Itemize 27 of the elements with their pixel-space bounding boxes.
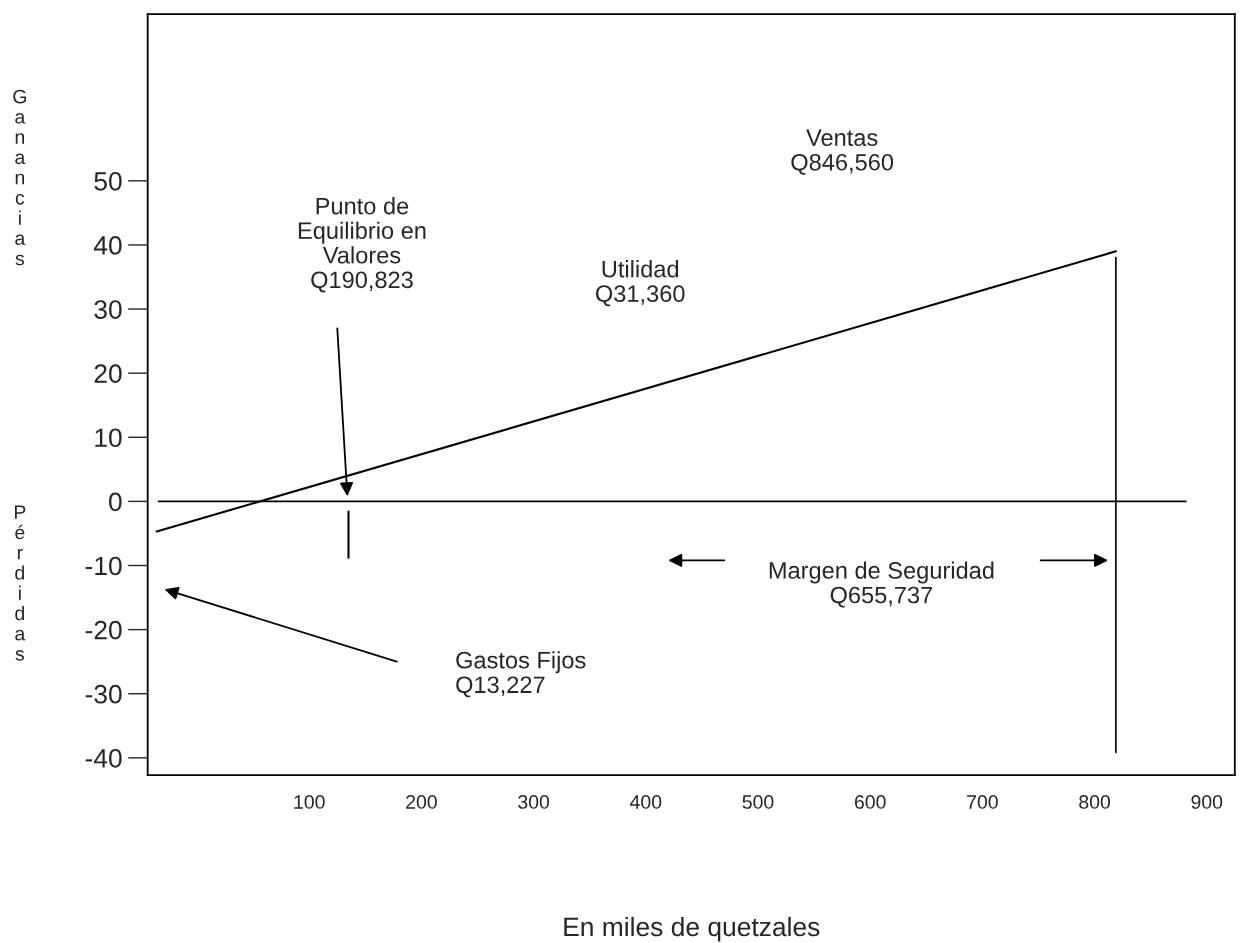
x-tick-label: 800 bbox=[1079, 795, 1111, 809]
x-tick-label: 300 bbox=[518, 795, 550, 809]
y-tick-label: 30 bbox=[94, 300, 122, 319]
y-tick-label: -40 bbox=[85, 748, 122, 768]
text: Pérdidas bbox=[14, 505, 26, 661]
y-tick-label: 50 bbox=[94, 171, 122, 191]
y-tick-label: 40 bbox=[93, 236, 122, 255]
x-axis-title: En miles de quetzales bbox=[564, 916, 820, 942]
text: Ganancias bbox=[13, 89, 26, 266]
annotation: Margen de Seguridad Q655,737 bbox=[769, 561, 994, 608]
y-tick-label: 10 bbox=[95, 428, 122, 448]
annotation: Punto de Equilibrio en Valores Q190,823 bbox=[298, 197, 426, 293]
y-tick-label: 0 bbox=[109, 492, 122, 512]
x-tick-label: 500 bbox=[742, 795, 774, 809]
x-tick-label: 900 bbox=[1191, 795, 1223, 809]
x-tick-label: 200 bbox=[406, 795, 437, 809]
y-tick-label: -30 bbox=[85, 684, 122, 704]
x-tick-label: 400 bbox=[630, 795, 662, 809]
x-tick-label: 700 bbox=[967, 795, 998, 809]
annotation: Gastos Fijos Q13,227 bbox=[456, 651, 586, 698]
y-tick-label: -20 bbox=[85, 620, 122, 640]
annotation: Ventas Q846,560 bbox=[791, 129, 894, 175]
x-tick-label: 100 bbox=[294, 795, 325, 809]
y-tick-label: 20 bbox=[94, 364, 122, 383]
annotation: Utilidad Q31,360 bbox=[596, 260, 685, 307]
y-tick-label: -10 bbox=[85, 556, 122, 576]
x-tick-label: 600 bbox=[854, 795, 886, 809]
